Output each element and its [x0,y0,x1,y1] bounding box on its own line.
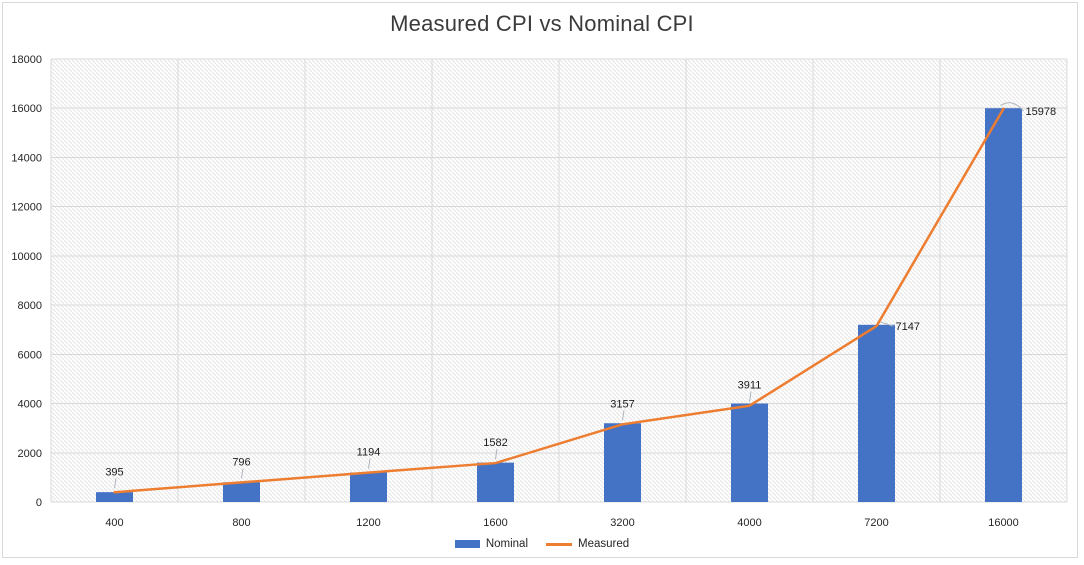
label-leader [495,448,498,460]
legend-item-measured: Measured [546,538,629,550]
y-tick-label: 10000 [11,251,42,263]
data-label-measured: 395 [105,466,123,478]
y-tick-label: 12000 [11,202,42,214]
x-tick-label: 7200 [864,517,888,529]
x-tick-label: 4000 [737,517,761,529]
label-leader [1000,102,1024,112]
legend-item-nominal: Nominal [454,538,529,550]
label-leader [114,478,117,489]
x-tick-label: 400 [105,517,123,529]
bar-nominal-1600 [477,462,514,502]
label-leader [622,410,625,421]
label-leader [880,321,894,327]
legend-label-measured: Measured [578,538,630,550]
bar-nominal-1200 [350,472,387,502]
x-tick-label: 16000 [988,517,1019,529]
x-tick-label: 3200 [610,517,634,529]
data-label-measured: 1194 [357,447,381,459]
y-tick-label: 2000 [18,448,42,460]
y-tick-label: 6000 [18,349,42,361]
bar-nominal-800 [223,482,260,502]
bar-nominal-400 [96,492,133,502]
label-leader [368,458,371,469]
chart-plot-area: 395 796 1194 1582 3157 3911 7147 15978 0 2000 4000… [11,54,1068,529]
x-tick-label: 1200 [356,517,380,529]
x-tick-label: 800 [232,517,250,529]
bar-series-nominal [96,108,1022,502]
chart-legend: Nominal Measured [0,535,1084,553]
gridlines [50,58,1068,503]
legend-label-nominal: Nominal [485,538,529,550]
legend-swatch-measured-line [546,542,573,546]
bar-nominal-7200 [858,324,895,502]
y-tick-label: 14000 [11,152,42,164]
bar-nominal-16000 [985,108,1022,502]
label-leader [241,468,244,479]
y-tick-label: 4000 [18,399,42,411]
chart-title: Measured CPI vs Nominal CPI [390,11,694,36]
data-label-measured: 1582 [483,437,507,449]
bar-nominal-4000 [731,403,768,502]
x-tick-label: 1600 [483,517,507,529]
label-leader [749,391,752,402]
legend-swatch-nominal-bar [454,540,480,548]
measured-line [113,107,1005,494]
y-tick-label: 18000 [11,54,42,66]
data-label-measured: 3911 [738,380,762,392]
y-tick-label: 8000 [18,300,42,312]
data-label-measured: 796 [232,456,250,468]
data-label-measured: 3157 [610,398,634,410]
data-label-measured: 7147 [896,321,920,333]
y-tick-label: 0 [36,497,42,509]
bar-nominal-3200 [604,423,641,502]
data-label-measured: 15978 [1026,106,1057,118]
y-tick-label: 16000 [11,103,42,115]
